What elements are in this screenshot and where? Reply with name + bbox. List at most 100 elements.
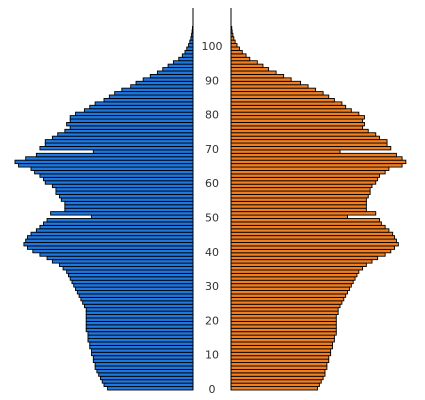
right-bar-age-4 — [230, 372, 326, 377]
left-bar-age-86 — [114, 91, 194, 96]
right-bar-age-101 — [230, 39, 236, 45]
left-bar-age-57 — [55, 190, 194, 195]
left-bar-age-28 — [76, 290, 194, 295]
right-bar-age-21 — [230, 314, 337, 319]
left-bar-age-44 — [27, 235, 194, 240]
left-bar-age-42 — [23, 242, 194, 247]
right-bar-age-92 — [230, 70, 277, 75]
right-bar-age-44 — [230, 235, 396, 240]
right-bar-age-59 — [230, 183, 373, 189]
left-bar-age-69 — [92, 149, 194, 154]
right-bar-age-71 — [230, 142, 388, 147]
right-bar-age-18 — [230, 324, 337, 329]
left-bar-age-75 — [64, 128, 194, 134]
left-bar-age-2 — [101, 379, 194, 384]
right-bar-age-80 — [230, 111, 360, 117]
left-bar-age-27 — [78, 293, 194, 298]
age-tick-label-40: 40 — [205, 246, 219, 259]
age-tick-label-30: 30 — [205, 280, 219, 293]
right-bar-age-53 — [230, 204, 367, 209]
right-bar-age-6 — [230, 365, 328, 370]
left-bar-age-49 — [46, 218, 194, 223]
left-bar-age-8 — [92, 358, 194, 364]
left-bar-age-39 — [39, 252, 194, 257]
left-bar-age-84 — [103, 97, 194, 103]
left-bar-age-29 — [75, 286, 194, 291]
left-bar-age-58 — [55, 187, 194, 192]
right-bar-age-81 — [230, 108, 352, 113]
right-bar-age-89 — [230, 80, 302, 86]
right-bar-age-54 — [230, 200, 367, 206]
left-bar-age-31 — [71, 279, 194, 285]
right-bar-age-58 — [230, 187, 371, 192]
left-bar-age-92 — [156, 70, 194, 75]
left-bar-age-30 — [73, 283, 194, 288]
right-bar-age-60 — [230, 180, 377, 185]
right-bar-age-25 — [230, 300, 343, 305]
right-bar-age-35 — [230, 266, 364, 271]
left-bar-age-74 — [57, 132, 194, 137]
left-bar-age-98 — [184, 49, 194, 55]
left-bar-age-77 — [66, 122, 194, 127]
left-bar-age-0 — [107, 386, 194, 391]
right-bar-age-52 — [230, 207, 367, 213]
right-bar-age-1 — [230, 382, 320, 388]
right-bar-age-41 — [230, 245, 396, 250]
left-bar-age-5 — [96, 368, 194, 374]
right-bar-age-91 — [230, 73, 285, 79]
left-bar-age-17 — [85, 327, 194, 333]
right-series-bars — [230, 25, 407, 391]
left-bar-age-25 — [82, 300, 194, 305]
right-bar-age-26 — [230, 296, 345, 302]
right-bar-age-87 — [230, 87, 317, 93]
right-bar-age-77 — [230, 122, 365, 127]
right-bar-age-49 — [230, 218, 380, 223]
right-bar-age-94 — [230, 63, 264, 69]
right-bar-age-27 — [230, 293, 347, 298]
left-bar-age-37 — [51, 259, 194, 264]
left-series-bars — [14, 25, 194, 391]
left-bar-age-24 — [83, 303, 194, 309]
right-bar-age-17 — [230, 327, 337, 333]
right-bar-age-31 — [230, 279, 354, 285]
age-tick-label-80: 80 — [205, 109, 219, 122]
right-bar-age-19 — [230, 320, 337, 326]
right-bar-age-2 — [230, 379, 322, 384]
right-bar-age-93 — [230, 67, 270, 72]
left-bar-age-94 — [167, 63, 194, 69]
right-bar-age-0 — [230, 386, 318, 391]
left-bar-age-78 — [69, 118, 194, 123]
right-bar-age-12 — [230, 344, 333, 350]
right-bar-age-79 — [230, 115, 365, 120]
left-bar-age-50 — [91, 214, 194, 219]
right-bar-age-33 — [230, 272, 358, 278]
right-bar-age-47 — [230, 224, 386, 230]
age-tick-labels: 0 10 20 30 40 50 60 70 80 90 100 — [202, 40, 223, 396]
right-bar-age-32 — [230, 276, 356, 281]
left-bar-age-55 — [60, 197, 194, 202]
left-bar-age-71 — [44, 142, 194, 147]
right-bar-age-97 — [230, 53, 247, 58]
left-bar-age-35 — [62, 266, 194, 271]
age-tick-label-60: 60 — [205, 177, 219, 190]
right-bar-age-3 — [230, 375, 324, 381]
right-bar-age-96 — [230, 56, 251, 62]
left-bar-age-9 — [92, 355, 194, 360]
right-bar-age-14 — [230, 338, 335, 343]
left-bar-age-36 — [59, 262, 194, 267]
left-bar-age-7 — [94, 362, 194, 367]
right-bar-age-76 — [230, 125, 364, 130]
left-bar-age-46 — [35, 228, 194, 233]
left-bar-age-38 — [46, 255, 194, 261]
left-bar-age-11 — [91, 348, 194, 353]
left-bar-age-52 — [64, 207, 194, 213]
left-bar-age-81 — [83, 108, 194, 113]
left-bar-age-76 — [69, 125, 194, 130]
left-bar-age-32 — [69, 276, 194, 281]
right-bar-age-63 — [230, 170, 386, 175]
left-bar-age-99 — [186, 46, 194, 51]
right-bar-age-65 — [230, 163, 403, 168]
age-tick-label-90: 90 — [205, 74, 219, 87]
left-bar-age-60 — [44, 180, 194, 185]
right-bar-age-39 — [230, 252, 386, 257]
